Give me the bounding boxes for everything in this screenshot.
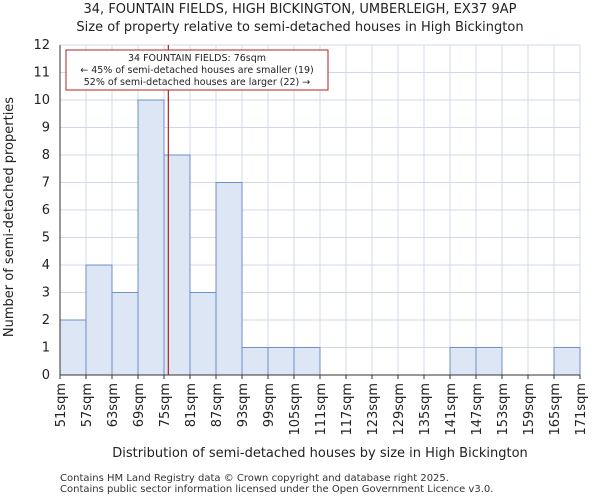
x-tick-label: 135sqm <box>418 383 433 436</box>
x-tick-label: 171sqm <box>574 383 589 436</box>
annotation-box <box>65 49 329 91</box>
histogram-bar <box>449 347 477 376</box>
x-tick-label: 159sqm <box>522 383 537 436</box>
footer-copyright: Contains HM Land Registry data © Crown c… <box>60 473 449 484</box>
x-tick-label: 99sqm <box>262 383 277 427</box>
footer-licence: Contains public sector information licen… <box>60 484 494 495</box>
x-tick-label: 117sqm <box>340 383 355 436</box>
histogram-bar <box>553 347 581 376</box>
x-tick-label: 111sqm <box>314 383 329 436</box>
annotation-line: ← 45% of semi-detached houses are smalle… <box>80 65 314 76</box>
histogram-bar <box>85 264 113 376</box>
x-tick-label: 129sqm <box>392 383 407 436</box>
x-tick-label: 87sqm <box>210 383 225 427</box>
x-axis-label: Distribution of semi-detached houses by … <box>112 446 528 461</box>
y-tick-label: 2 <box>42 313 50 328</box>
marker-layer: 34 FOUNTAIN FIELDS: 76sqm← 45% of semi-d… <box>65 45 329 375</box>
x-tick-label: 69sqm <box>132 383 147 427</box>
histogram-bar <box>267 347 295 376</box>
histogram-bar <box>137 99 165 376</box>
histogram-bar <box>241 347 269 376</box>
chart-title: 34, FOUNTAIN FIELDS, HIGH BICKINGTON, UM… <box>83 2 517 17</box>
chart-subtitle: Size of property relative to semi-detach… <box>76 20 524 35</box>
histogram-bar <box>111 292 139 376</box>
x-tick-label: 141sqm <box>444 383 459 436</box>
y-tick-label: 9 <box>42 121 50 136</box>
bar-layer <box>59 99 581 376</box>
x-tick-label: 123sqm <box>366 383 381 436</box>
y-tick-label: 10 <box>33 93 50 108</box>
x-tick-label: 81sqm <box>184 383 199 427</box>
histogram-bar <box>215 182 243 376</box>
y-tick-label: 1 <box>42 341 50 356</box>
y-tick-label: 0 <box>42 368 50 383</box>
annotation-line: 34 FOUNTAIN FIELDS: 76sqm <box>128 53 266 64</box>
histogram-bar <box>293 347 321 376</box>
x-tick-label: 153sqm <box>496 383 511 436</box>
y-tick-label: 8 <box>42 148 50 163</box>
y-tick-label: 4 <box>42 258 50 273</box>
histogram-bar <box>189 292 217 376</box>
y-tick-label: 12 <box>33 38 50 53</box>
x-tick-label: 105sqm <box>288 383 303 436</box>
x-tick-label: 57sqm <box>80 383 95 427</box>
x-tick-label: 165sqm <box>548 383 563 436</box>
y-tick-label: 3 <box>42 286 50 301</box>
x-tick-label: 75sqm <box>158 383 173 427</box>
annotation-line: 52% of semi-detached houses are larger (… <box>84 77 311 88</box>
histogram-bar <box>475 347 503 376</box>
y-tick-label: 6 <box>42 203 50 218</box>
x-tick-label: 93sqm <box>236 383 251 427</box>
x-tick-label: 63sqm <box>106 383 121 427</box>
y-tick-label: 7 <box>42 176 50 191</box>
y-axis-label: Number of semi-detached properties <box>2 97 17 337</box>
y-tick-label: 11 <box>33 66 50 81</box>
x-tick-label: 51sqm <box>54 383 69 427</box>
y-tick-label: 5 <box>42 231 50 246</box>
x-tick-label: 147sqm <box>470 383 485 436</box>
histogram-bar <box>59 319 87 376</box>
